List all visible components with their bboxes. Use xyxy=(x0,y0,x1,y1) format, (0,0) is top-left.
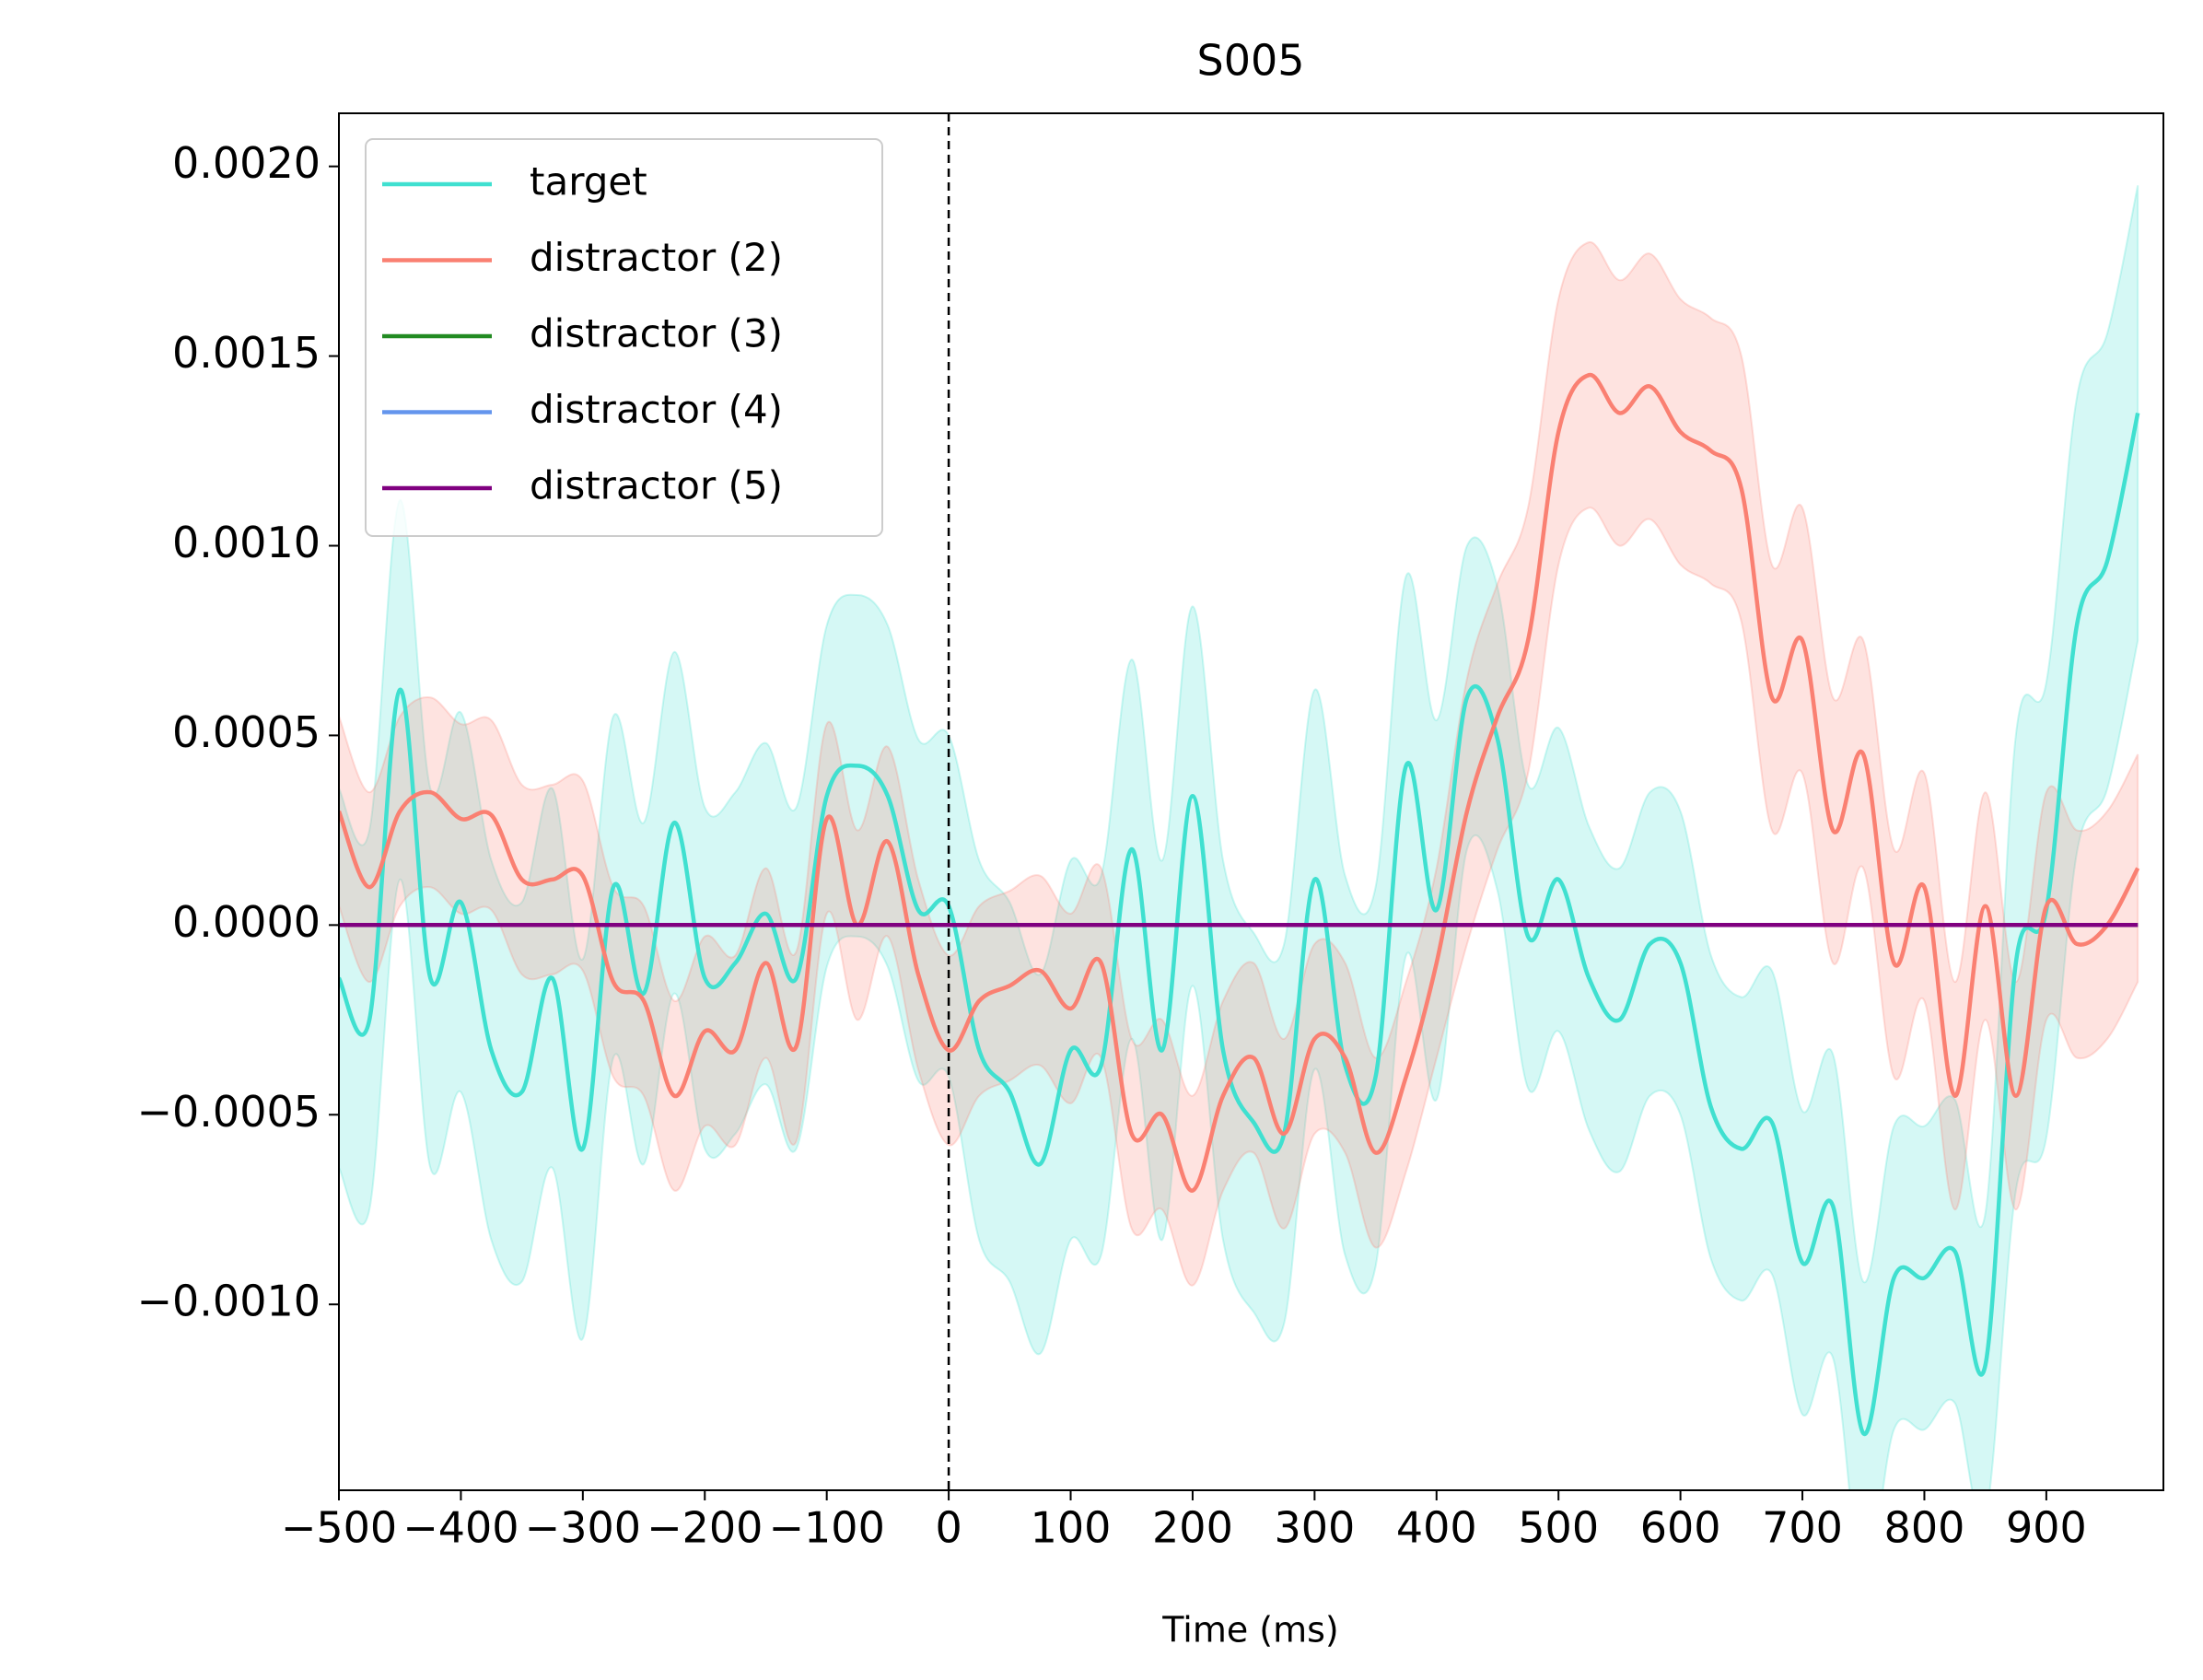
x-tick-label: 800 xyxy=(1884,1503,1965,1553)
x-tick-label: −400 xyxy=(402,1503,519,1553)
legend-label: distractor (4) xyxy=(530,387,783,432)
plot-area xyxy=(339,185,2140,1490)
x-tick-label: 200 xyxy=(1152,1503,1233,1553)
x-tick-label: 300 xyxy=(1274,1503,1355,1553)
x-axis-label: Time (ms) xyxy=(1161,1610,1339,1651)
x-tick-label: 500 xyxy=(1518,1503,1599,1553)
legend-label: distractor (2) xyxy=(530,235,783,280)
error-band xyxy=(339,240,2139,1287)
x-tick-label: 100 xyxy=(1031,1503,1112,1553)
x-tick-label: −500 xyxy=(281,1503,397,1553)
series-line xyxy=(339,372,2140,1193)
y-tick-label: −0.0005 xyxy=(137,1087,321,1137)
plot-frame xyxy=(338,112,2164,1491)
x-tick-label: 600 xyxy=(1640,1503,1721,1553)
y-tick-label: −0.0010 xyxy=(137,1277,321,1326)
series-line xyxy=(339,412,2140,1436)
x-tick-label: 400 xyxy=(1396,1503,1477,1553)
y-tick-label: 0.0005 xyxy=(172,707,321,757)
y-tick-label: 0.0000 xyxy=(172,897,321,947)
legend-label: distractor (3) xyxy=(530,311,783,356)
x-tick-label: 700 xyxy=(1762,1503,1843,1553)
y-tick-label: 0.0010 xyxy=(172,518,321,567)
y-tick-label: 0.0020 xyxy=(172,138,321,188)
legend-label: target xyxy=(530,159,647,204)
x-tick-label: −200 xyxy=(647,1503,763,1553)
chart-title: S005 xyxy=(1197,36,1305,86)
x-tick-label: −100 xyxy=(769,1503,885,1553)
legend-box xyxy=(365,138,883,537)
y-tick-label: 0.0015 xyxy=(172,328,321,378)
legend-label: distractor (5) xyxy=(530,463,783,508)
x-tick-label: 0 xyxy=(935,1503,962,1553)
x-tick-label: −300 xyxy=(525,1503,641,1553)
x-tick-label: 900 xyxy=(2006,1503,2087,1553)
